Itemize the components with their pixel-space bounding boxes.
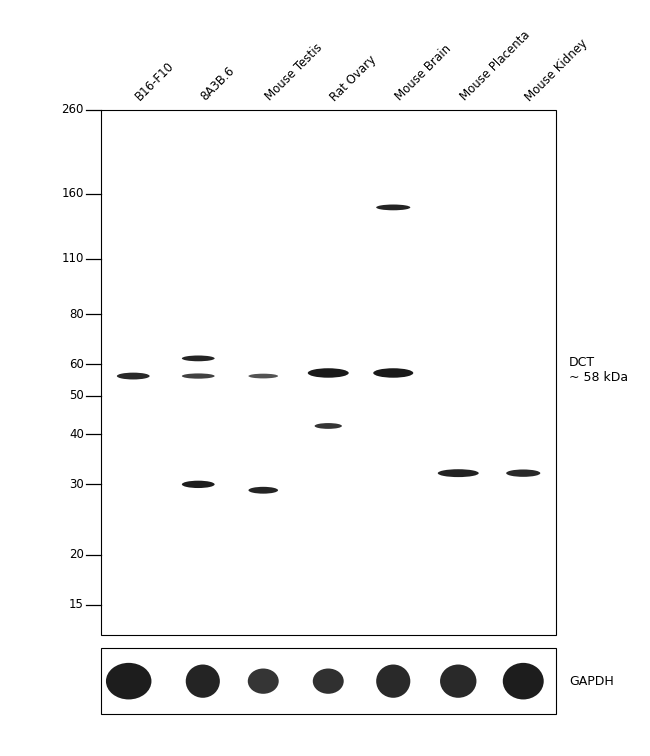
Ellipse shape — [248, 487, 278, 494]
Text: 60: 60 — [69, 358, 84, 370]
Ellipse shape — [313, 668, 344, 694]
Ellipse shape — [106, 663, 151, 699]
Ellipse shape — [503, 663, 543, 699]
Ellipse shape — [248, 373, 278, 379]
Text: 80: 80 — [69, 308, 84, 321]
Ellipse shape — [315, 423, 342, 429]
Text: GAPDH: GAPDH — [569, 674, 614, 688]
Text: 50: 50 — [69, 389, 84, 402]
Text: B16-F10: B16-F10 — [133, 60, 177, 104]
Ellipse shape — [182, 481, 215, 488]
Text: 8A3B.6: 8A3B.6 — [198, 64, 237, 104]
Ellipse shape — [308, 368, 349, 378]
Text: 20: 20 — [69, 548, 84, 561]
Ellipse shape — [506, 469, 540, 477]
Ellipse shape — [376, 665, 410, 698]
Text: 110: 110 — [62, 253, 84, 265]
Text: Mouse Kidney: Mouse Kidney — [523, 36, 590, 104]
Text: 160: 160 — [62, 187, 84, 200]
Text: 40: 40 — [69, 428, 84, 441]
Text: 15: 15 — [69, 598, 84, 611]
Ellipse shape — [117, 373, 150, 380]
Text: 30: 30 — [69, 478, 84, 491]
Ellipse shape — [182, 355, 215, 361]
Text: Mouse Brain: Mouse Brain — [393, 42, 454, 104]
Ellipse shape — [440, 665, 476, 698]
Text: Rat Ovary: Rat Ovary — [328, 53, 379, 104]
Text: 260: 260 — [62, 103, 84, 116]
Text: Mouse Placenta: Mouse Placenta — [458, 29, 533, 104]
Ellipse shape — [438, 469, 478, 477]
Ellipse shape — [248, 668, 279, 694]
Ellipse shape — [373, 368, 413, 378]
Text: DCT
~ 58 kDa: DCT ~ 58 kDa — [569, 356, 628, 384]
Ellipse shape — [376, 205, 410, 210]
Ellipse shape — [186, 665, 220, 698]
Text: Mouse Testis: Mouse Testis — [263, 42, 325, 104]
Ellipse shape — [182, 373, 215, 379]
